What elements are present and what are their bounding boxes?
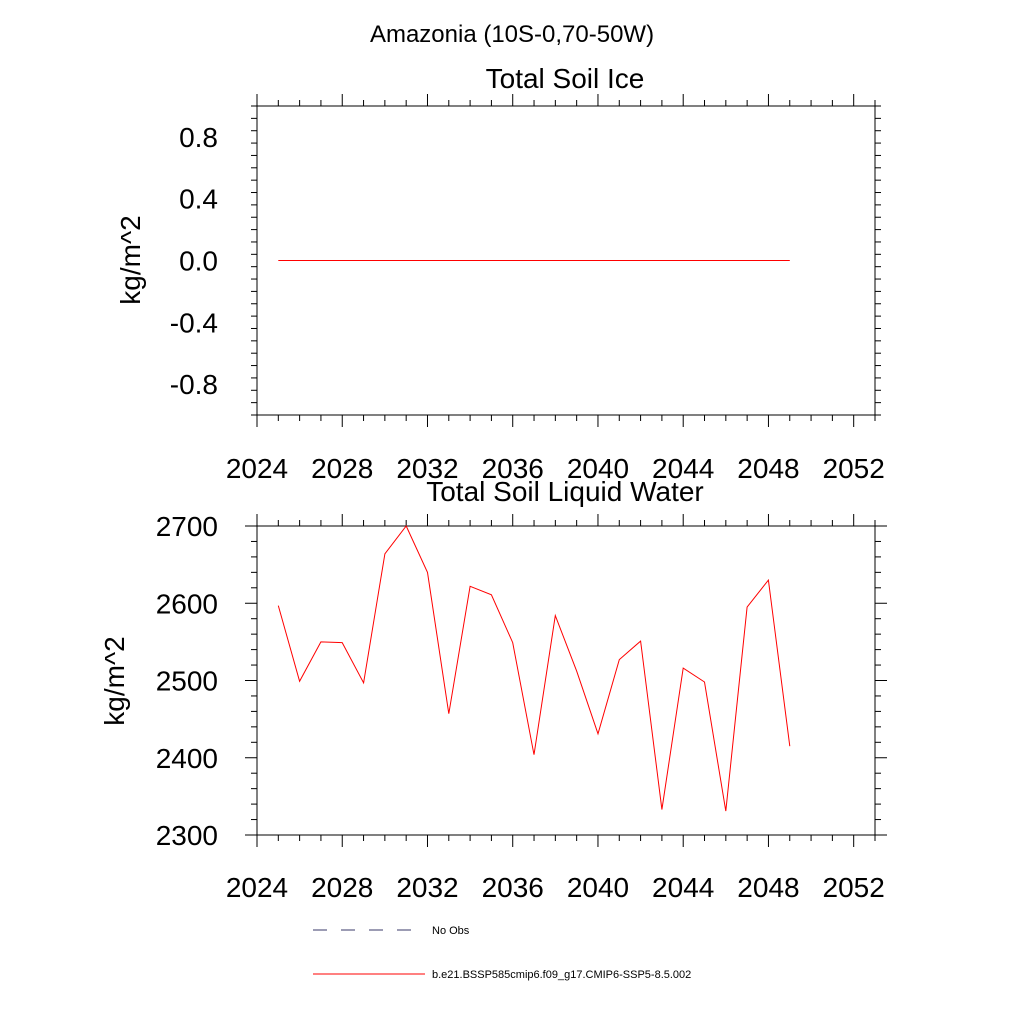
soil-ice-x-tick-label: 2044 xyxy=(652,453,714,484)
soil-liquid-water-series-line xyxy=(277,525,791,812)
soil-ice-y-tick-label: -0.8 xyxy=(170,369,218,400)
figure-title: Amazonia (10S-0,70-50W) xyxy=(370,21,654,48)
soil-liquid-water-x-tick-label: 2040 xyxy=(567,872,629,903)
soil-liquid-water-x-tick-label: 2024 xyxy=(226,872,288,903)
soil-liquid-water-y-tick-label: 2600 xyxy=(156,588,218,619)
soil-liquid-water-chart-title: Total Soil Liquid Water xyxy=(426,476,704,507)
soil-ice-y-tick-label: 0.0 xyxy=(179,246,218,277)
soil-liquid-water-x-tick-label: 2044 xyxy=(652,872,714,903)
soil-liquid-water-y-tick-label: 2700 xyxy=(156,511,218,542)
soil-ice-plot-frame xyxy=(256,105,876,416)
soil-ice-x-tick-label: 2028 xyxy=(311,453,373,484)
soil-liquid-water-x-tick-label: 2048 xyxy=(737,872,799,903)
soil-ice-x-tick-label: 2036 xyxy=(482,453,544,484)
soil-liquid-water-y-tick-label: 2500 xyxy=(156,666,218,697)
soil-ice-panel: Total Soil Ice kg/m^2 2024 2028 2032 2036 20… xyxy=(115,63,885,484)
soil-ice-y-tick-label: 0.8 xyxy=(179,122,218,153)
soil-ice-x-tick-label: 2024 xyxy=(226,453,288,484)
soil-liquid-water-x-tick-label: 2028 xyxy=(311,872,373,903)
soil-ice-y-tick-label: -0.4 xyxy=(170,307,218,338)
soil-ice-y-axis-label: kg/m^2 xyxy=(115,215,146,304)
soil-ice-x-tick-label: 2052 xyxy=(823,453,885,484)
soil-liquid-water-y-tick-label: 2300 xyxy=(156,820,218,851)
legend-no-obs-label: No Obs xyxy=(432,925,470,937)
soil-liquid-water-x-tick-label: 2052 xyxy=(823,872,885,903)
soil-ice-x-tick-label: 2032 xyxy=(396,453,458,484)
soil-liquid-water-y-axis-label: kg/m^2 xyxy=(99,636,130,725)
soil-liquid-water-y-tick-label: 2400 xyxy=(156,743,218,774)
soil-ice-x-tick-label: 2040 xyxy=(567,453,629,484)
soil-ice-x-tick-label: 2048 xyxy=(737,453,799,484)
legend-run-label: b.e21.BSSP585cmip6.f09_g17.CMIP6-SSP5-8.… xyxy=(432,969,691,981)
soil-ice-y-tick-label: 0.4 xyxy=(179,184,218,215)
soil-liquid-water-plot-frame xyxy=(256,525,876,836)
soil-liquid-water-x-tick-label: 2032 xyxy=(396,872,458,903)
soil-liquid-water-x-tick-label: 2036 xyxy=(482,872,544,903)
soil-ice-chart-title: Total Soil Ice xyxy=(486,63,645,94)
soil-liquid-water-panel: Total Soil Liquid Water kg/m^2 2024 2028 2… xyxy=(99,476,887,903)
legend: No Obs b.e21.BSSP585cmip6.f09_g17.CMIP6-… xyxy=(313,925,691,981)
